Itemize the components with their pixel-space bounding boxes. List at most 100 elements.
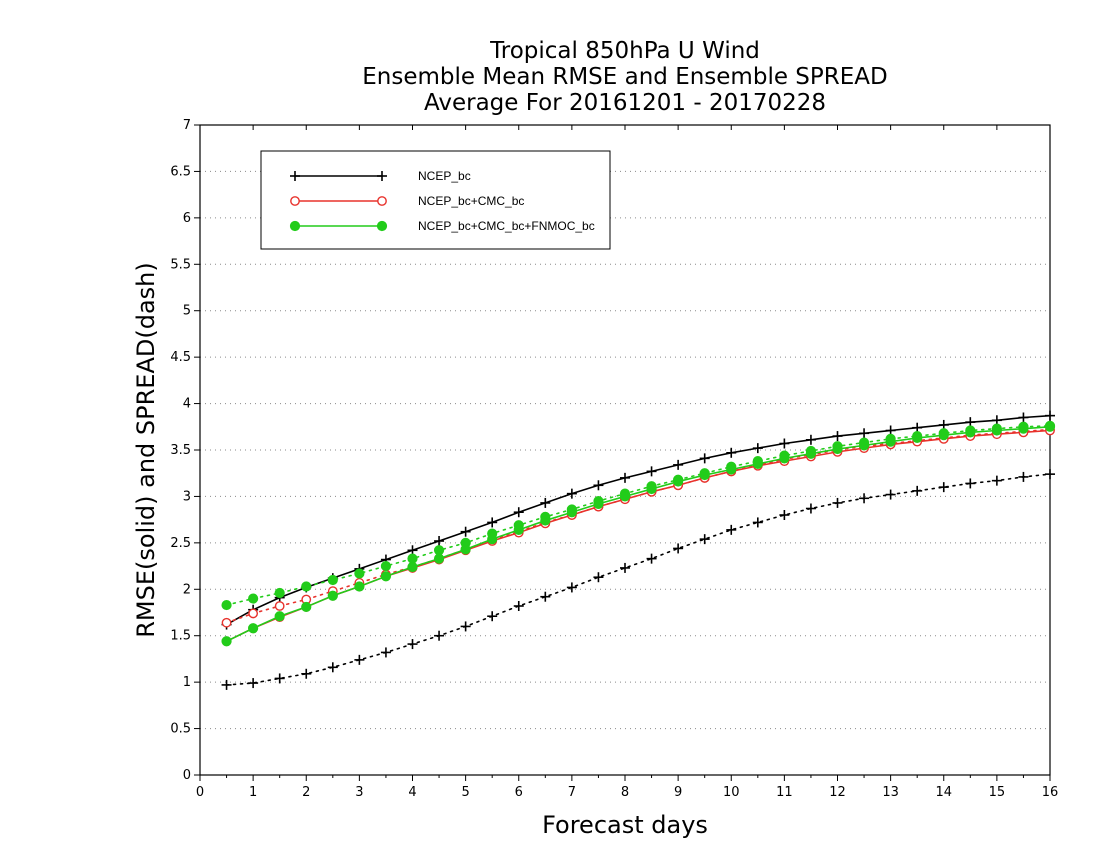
rmse-point xyxy=(460,544,471,555)
rmse-point xyxy=(487,517,498,528)
series-1 xyxy=(221,424,1055,647)
rmse-point xyxy=(380,571,392,582)
spread-point xyxy=(805,503,816,514)
x-tick-label: 1 xyxy=(249,785,257,800)
rmse-point xyxy=(885,436,896,447)
axes: 00.511.522.533.544.555.566.570 1 2 3 4 5 6 7 8 9 1… xyxy=(170,118,1058,800)
rmse-point xyxy=(726,447,737,458)
y-tick-label: 1 xyxy=(183,675,191,690)
spread-point xyxy=(434,630,445,641)
rmse-point xyxy=(752,458,763,470)
y-tick-label: 6.5 xyxy=(170,164,191,179)
spread-point xyxy=(779,510,790,520)
y-tick-label: 6 xyxy=(183,211,191,226)
spread-point xyxy=(274,587,285,599)
rmse-point xyxy=(593,480,604,491)
legend-marker xyxy=(377,196,387,206)
y-tick-label: 5 xyxy=(183,304,191,319)
rmse-point xyxy=(646,466,657,477)
spread-point xyxy=(620,562,630,573)
rmse-point xyxy=(646,483,657,495)
x-tick-label: 13 xyxy=(882,785,899,800)
legend: NCEP_bc NCEP_bc+CMC_bc NCEP_bc+CMC_bc+FNMO… xyxy=(260,150,611,250)
x-tick-label: 15 xyxy=(989,785,1006,800)
x-axis-label: Forecast days xyxy=(542,811,708,839)
rmse-point xyxy=(1018,412,1029,423)
x-tick-label: 8 xyxy=(621,785,629,800)
spread-point xyxy=(1045,469,1055,480)
legend-marker xyxy=(289,220,301,232)
spread-point xyxy=(380,560,392,572)
series-2 xyxy=(221,420,1056,647)
spread-point xyxy=(327,662,338,673)
spread-point xyxy=(859,493,870,504)
rmse-point xyxy=(832,431,843,442)
spread-point xyxy=(752,517,763,528)
rmse-point xyxy=(248,623,259,634)
spread-point xyxy=(885,489,896,500)
rmse-point xyxy=(513,507,524,518)
spread-point xyxy=(301,668,312,679)
spread-line xyxy=(225,428,1051,624)
legend-label: NCEP_bc xyxy=(418,169,471,183)
spread-point xyxy=(327,574,338,586)
y-tick-label: 0 xyxy=(183,768,191,783)
rmse-point xyxy=(221,636,232,647)
chart-title-line: Tropical 850hPa U Wind xyxy=(489,38,760,64)
rmse-point xyxy=(460,526,471,537)
rmse-point xyxy=(620,472,630,483)
rmse-point xyxy=(619,491,631,502)
spread-point xyxy=(991,475,1002,486)
gridlines xyxy=(200,170,1050,730)
spread-point xyxy=(248,608,259,619)
y-tick-label: 3 xyxy=(183,489,191,504)
rmse-point xyxy=(805,434,816,445)
legend-marker xyxy=(376,220,388,232)
rmse-point xyxy=(407,561,418,573)
y-tick-label: 0.5 xyxy=(170,722,191,737)
x-tick-label: 2 xyxy=(302,785,310,800)
rmse-point xyxy=(965,427,976,438)
x-tick-label: 11 xyxy=(776,785,793,800)
spread-point xyxy=(938,482,949,493)
spread-point xyxy=(699,534,710,545)
spread-point xyxy=(646,553,657,564)
rmse-point xyxy=(274,611,285,622)
y-tick-label: 4.5 xyxy=(170,350,191,365)
rmse-point xyxy=(354,581,365,592)
spread-point xyxy=(540,591,551,602)
spread-point xyxy=(832,497,843,508)
spread-point xyxy=(248,678,259,689)
rmse-point xyxy=(566,507,577,518)
series-0 xyxy=(221,410,1055,690)
y-axis-label: RMSE(solid) and SPREAD(dash) xyxy=(132,262,160,638)
rmse-point xyxy=(991,425,1002,436)
spread-point xyxy=(487,611,498,622)
spread-point xyxy=(566,582,577,593)
spread-point xyxy=(513,601,524,611)
rmse-point xyxy=(673,476,684,487)
legend-marker xyxy=(377,171,387,181)
rmse-point xyxy=(1045,410,1055,421)
rmse-point xyxy=(487,534,498,545)
x-tick-label: 12 xyxy=(829,785,846,800)
rmse-point xyxy=(938,430,949,441)
y-tick-label: 7 xyxy=(183,118,191,133)
legend-label: NCEP_bc+CMC_bc+FNMOC_bc xyxy=(418,219,595,233)
rmse-point xyxy=(1018,423,1029,434)
spread-point xyxy=(407,553,418,564)
rmse-point xyxy=(779,438,790,449)
rmse-point xyxy=(1044,421,1056,432)
x-tick-label: 4 xyxy=(408,785,416,800)
rmse-point xyxy=(832,443,843,455)
rmse-point xyxy=(540,497,551,508)
x-tick-label: 0 xyxy=(196,785,204,800)
rmse-point xyxy=(434,536,445,546)
spread-point xyxy=(354,568,365,579)
y-tick-label: 5.5 xyxy=(170,257,191,272)
spread-point xyxy=(354,654,365,665)
spread-point xyxy=(221,679,232,690)
spread-point xyxy=(726,524,737,535)
spread-point xyxy=(912,485,923,496)
